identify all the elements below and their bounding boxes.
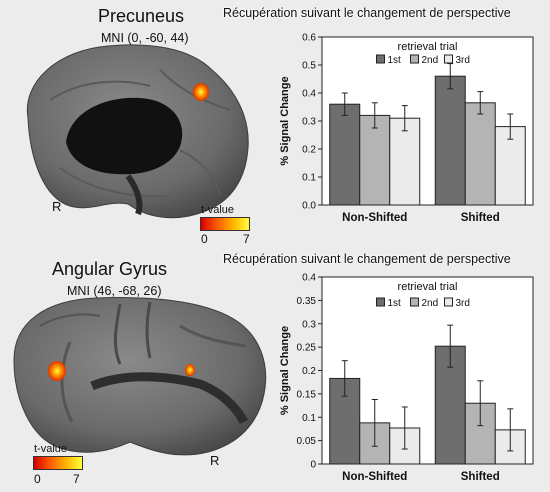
bar <box>389 117 421 206</box>
region-title: Precuneus <box>98 6 185 26</box>
medial-brain-image <box>26 44 249 219</box>
figure-title: Récupération suivant le changement de pe… <box>223 6 511 20</box>
hemisphere-label: R <box>52 199 62 214</box>
region-title: Angular Gyrus <box>52 259 168 279</box>
y-tick-label: 0.5 <box>302 61 316 72</box>
y-tick-label: 0.15 <box>297 389 317 400</box>
tvalue-min: 0 <box>201 232 208 246</box>
bar <box>434 75 466 206</box>
x-tick-label: Shifted <box>461 471 500 483</box>
mni-coordinates: MNI (0, -60, 44) <box>101 31 189 45</box>
lateral-brain-image <box>13 297 267 456</box>
legend-entry: 3rd <box>456 55 470 66</box>
secondary-activation-blob <box>185 364 195 376</box>
x-tick-label: Non-Shifted <box>342 212 407 224</box>
legend-title: retrieval trial <box>398 281 458 293</box>
legend-entry: 1st <box>388 55 402 66</box>
tvalue-label: t-value <box>34 443 68 455</box>
tvalue-colorbar <box>33 456 83 470</box>
bar <box>359 114 391 206</box>
figure-title: Récupération suivant le changement de pe… <box>223 252 511 266</box>
y-tick-label: 0.6 <box>302 33 316 44</box>
y-tick-label: 0.0 <box>302 201 316 212</box>
precuneus-activation-blob <box>193 83 209 101</box>
y-tick-label: 0.05 <box>297 436 317 447</box>
legend-swatch <box>410 297 419 307</box>
y-tick-label: 0 <box>310 460 316 471</box>
x-tick-label: Shifted <box>461 212 500 224</box>
legend-entry: 1st <box>388 298 402 309</box>
y-tick-label: 0.35 <box>297 296 317 307</box>
bar <box>329 103 361 206</box>
bottom-bar-chart: 0 0.05 0.1 0.15 0.2 0.25 0.3 0.35 0.4 % Signal Ch… <box>279 273 534 483</box>
y-axis-label: % Signal Change <box>279 76 291 165</box>
tvalue-label: t-value <box>201 204 235 216</box>
legend-entry: 3rd <box>456 298 470 309</box>
y-tick-label: 0.1 <box>302 173 316 184</box>
legend-swatch <box>376 54 385 64</box>
y-axis-label: % Signal Change <box>279 326 291 415</box>
tvalue-min: 0 <box>34 472 41 486</box>
legend-title: retrieval trial <box>398 41 458 53</box>
tvalue-colorbar <box>200 217 250 231</box>
y-tick-label: 0.25 <box>297 343 317 354</box>
x-tick-label: Non-Shifted <box>342 471 407 483</box>
legend-swatch <box>444 54 453 64</box>
legend-swatch <box>376 297 385 307</box>
y-tick-label: 0.3 <box>302 117 316 128</box>
y-tick-label: 0.1 <box>302 413 316 424</box>
mni-coordinates: MNI (46, -68, 26) <box>67 284 162 298</box>
y-tick-label: 0.4 <box>302 89 316 100</box>
legend-entry: 2nd <box>422 298 439 309</box>
hemisphere-label: R <box>210 453 220 468</box>
legend-swatch <box>444 297 453 307</box>
bar <box>464 102 496 206</box>
legend-swatch <box>410 54 419 64</box>
angular-gyrus-activation-blob <box>48 361 66 381</box>
tvalue-max: 7 <box>243 232 250 246</box>
top-bar-chart: 0.0 0.1 0.2 0.3 0.4 0.5 0.6 % Signal Change Non-… <box>279 33 534 224</box>
y-tick-label: 0.3 <box>302 319 316 330</box>
y-tick-label: 0.4 <box>302 273 316 284</box>
y-tick-label: 0.2 <box>302 145 316 156</box>
tvalue-max: 7 <box>73 472 80 486</box>
legend-entry: 2nd <box>422 55 439 66</box>
y-tick-label: 0.2 <box>302 366 316 377</box>
